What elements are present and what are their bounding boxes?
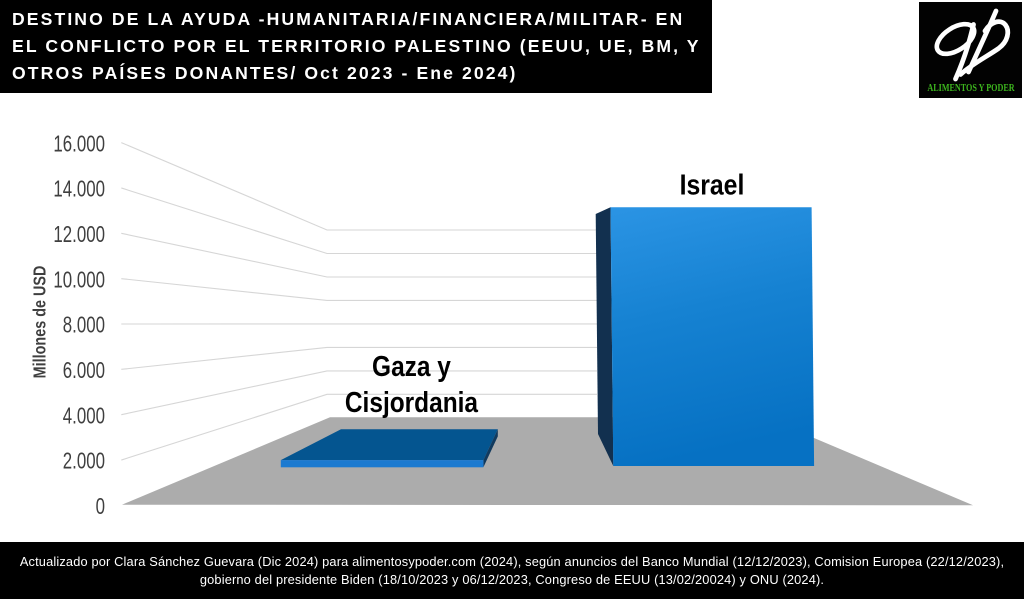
svg-text:Israel: Israel [680, 169, 745, 201]
svg-text:14.000: 14.000 [53, 177, 105, 202]
svg-text:Cisjordania: Cisjordania [345, 386, 479, 418]
svg-text:10.000: 10.000 [53, 268, 105, 293]
svg-text:2.000: 2.000 [63, 449, 105, 474]
svg-text:16.000: 16.000 [53, 132, 105, 157]
svg-text:12.000: 12.000 [53, 223, 105, 248]
svg-text:Gaza y: Gaza y [372, 350, 451, 382]
svg-text:4.000: 4.000 [63, 404, 105, 429]
svg-text:Millones de USD: Millones de USD [30, 265, 50, 378]
svg-text:6.000: 6.000 [63, 359, 105, 384]
svg-text:0: 0 [96, 495, 105, 520]
svg-text:8.000: 8.000 [63, 313, 105, 338]
svg-text:ALIMENTOS Y PODER: ALIMENTOS Y PODER [927, 82, 1015, 95]
